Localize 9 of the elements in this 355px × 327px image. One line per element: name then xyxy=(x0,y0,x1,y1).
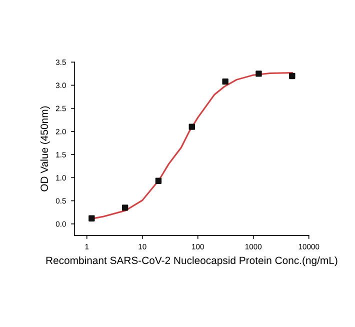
point xyxy=(289,72,296,80)
y-axis-title: OD Value (450nm) xyxy=(40,106,50,192)
point xyxy=(256,70,262,77)
point xyxy=(88,215,95,222)
x-axis-title: Recombinant SARS-CoV-2 Nucleocapsid Protein Conc.(ng/mL) xyxy=(46,256,338,266)
point xyxy=(188,124,195,130)
point xyxy=(222,78,228,85)
point xyxy=(122,204,128,211)
point xyxy=(155,178,162,184)
